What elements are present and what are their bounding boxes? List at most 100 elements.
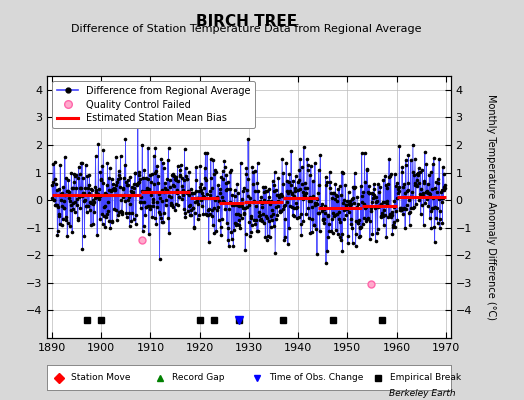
Point	[149, 203, 158, 209]
Point	[439, 195, 447, 202]
Point	[313, 250, 321, 257]
Point	[438, 186, 446, 193]
Point	[227, 236, 236, 242]
Point	[76, 184, 84, 191]
Point	[243, 204, 251, 211]
Point	[271, 250, 279, 257]
Point	[238, 202, 246, 209]
Point	[398, 206, 407, 212]
Point	[293, 215, 301, 221]
Point	[396, 207, 404, 213]
Point	[129, 216, 138, 222]
Point	[412, 171, 421, 177]
Point	[434, 196, 443, 202]
Point	[403, 188, 411, 194]
Point	[289, 178, 298, 184]
Point	[283, 240, 292, 247]
Point	[357, 183, 365, 189]
Point	[328, 216, 336, 222]
Point	[340, 207, 348, 213]
Point	[49, 160, 58, 167]
Point	[397, 205, 405, 212]
Point	[395, 184, 403, 190]
Point	[344, 232, 352, 239]
Point	[263, 215, 271, 221]
Point	[441, 184, 450, 191]
Point	[338, 168, 346, 175]
Point	[146, 206, 155, 212]
Point	[427, 225, 435, 232]
Point	[59, 184, 68, 190]
Point	[179, 192, 187, 198]
Point	[236, 160, 245, 166]
Point	[176, 166, 184, 173]
Point	[148, 171, 156, 178]
Point	[424, 190, 432, 196]
Point	[416, 169, 424, 175]
Point	[155, 256, 163, 263]
Point	[431, 204, 440, 210]
Point	[168, 172, 177, 178]
Point	[283, 178, 292, 184]
Point	[84, 181, 93, 188]
Point	[433, 220, 442, 226]
Point	[387, 170, 395, 177]
Point	[303, 167, 312, 173]
Point	[355, 217, 363, 224]
Point	[237, 200, 245, 206]
Point	[408, 189, 416, 195]
Point	[208, 184, 216, 191]
Point	[404, 180, 412, 186]
Point	[174, 178, 182, 184]
Point	[147, 179, 156, 185]
Point	[55, 211, 63, 217]
Point	[84, 203, 92, 209]
Point	[263, 236, 271, 243]
Point	[256, 217, 264, 223]
Point	[195, 212, 203, 218]
Point	[419, 222, 428, 228]
Point	[386, 212, 394, 218]
Point	[319, 216, 328, 222]
Point	[278, 156, 286, 162]
Point	[235, 202, 243, 209]
Point	[351, 243, 359, 249]
Point	[335, 183, 344, 189]
Point	[251, 188, 259, 194]
Point	[380, 212, 389, 218]
Point	[429, 161, 437, 168]
Point	[291, 173, 300, 180]
Point	[367, 190, 376, 196]
Point	[366, 236, 374, 242]
Point	[291, 185, 299, 191]
Point	[110, 206, 118, 212]
Point	[378, 209, 386, 216]
Point	[421, 149, 429, 155]
Point	[203, 150, 211, 156]
Point	[272, 192, 281, 198]
Point	[382, 234, 390, 240]
Point	[151, 168, 160, 174]
Point	[411, 201, 420, 208]
Point	[144, 176, 152, 182]
Point	[244, 136, 252, 142]
Point	[225, 185, 234, 192]
Point	[366, 218, 375, 224]
Point	[259, 184, 267, 190]
Point	[291, 188, 299, 194]
Point	[121, 198, 129, 204]
Point	[167, 194, 175, 200]
Point	[356, 225, 365, 231]
Point	[66, 222, 74, 229]
Point	[198, 203, 206, 209]
Point	[156, 194, 165, 201]
Point	[180, 206, 188, 212]
Point	[189, 204, 198, 211]
Point	[305, 194, 314, 200]
Point	[235, 222, 244, 228]
Point	[388, 231, 397, 237]
Point	[282, 188, 291, 194]
Point	[314, 190, 322, 197]
Point	[310, 221, 318, 228]
Point	[296, 156, 304, 162]
